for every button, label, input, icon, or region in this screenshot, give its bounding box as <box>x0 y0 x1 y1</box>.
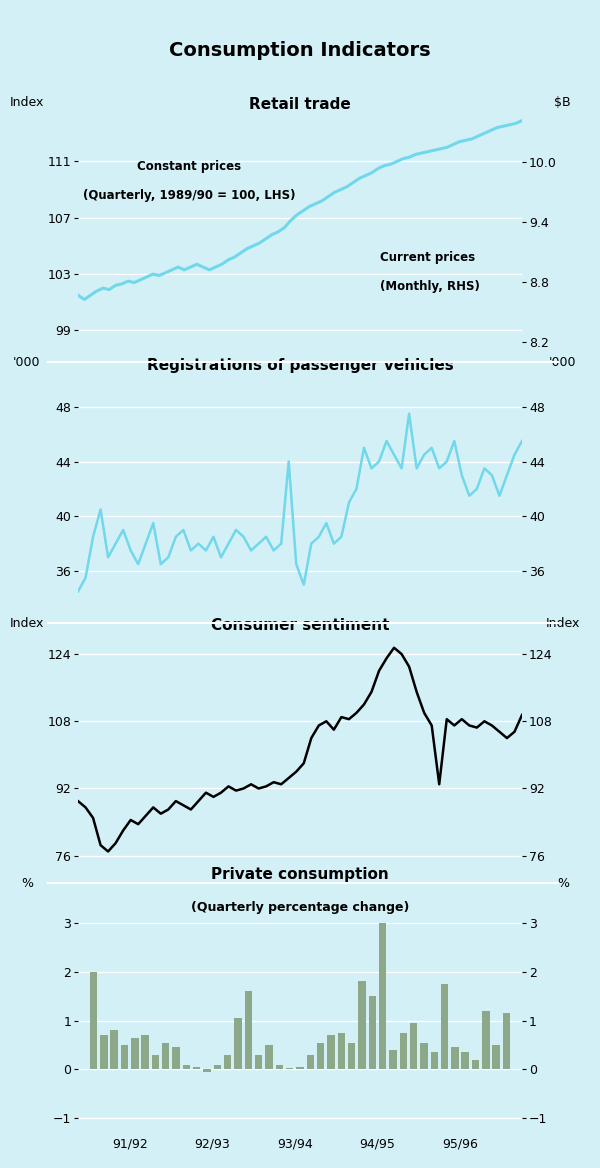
Bar <box>379 923 386 1070</box>
Text: (Quarterly, 1989/90 = 100, LHS): (Quarterly, 1989/90 = 100, LHS) <box>83 189 295 202</box>
Bar <box>493 1045 500 1070</box>
Bar <box>368 996 376 1070</box>
Bar <box>121 1045 128 1070</box>
Bar <box>461 1052 469 1070</box>
Bar <box>110 1030 118 1070</box>
Bar <box>472 1059 479 1070</box>
Bar <box>431 1052 438 1070</box>
Bar <box>100 1035 107 1070</box>
Bar <box>358 981 365 1070</box>
Bar <box>296 1068 304 1070</box>
Bar <box>131 1037 139 1070</box>
Text: $B: $B <box>554 96 571 109</box>
Text: Consumer sentiment: Consumer sentiment <box>211 618 389 633</box>
Bar <box>400 1033 407 1070</box>
Bar <box>162 1043 169 1070</box>
Bar <box>183 1064 190 1070</box>
Text: Index: Index <box>10 617 44 630</box>
Text: Retail trade: Retail trade <box>249 97 351 112</box>
Text: Private consumption: Private consumption <box>211 867 389 882</box>
Bar <box>245 992 252 1070</box>
Bar <box>90 972 97 1070</box>
Bar <box>482 1010 490 1070</box>
Text: Consumption Indicators: Consumption Indicators <box>169 41 431 60</box>
Text: Index: Index <box>10 96 44 109</box>
Bar <box>235 1018 242 1070</box>
Bar <box>317 1043 325 1070</box>
Bar <box>441 983 448 1070</box>
Bar <box>275 1064 283 1070</box>
Bar <box>255 1055 262 1070</box>
Bar <box>348 1043 355 1070</box>
Text: (Quarterly percentage change): (Quarterly percentage change) <box>191 901 409 913</box>
Text: (Monthly, RHS): (Monthly, RHS) <box>380 280 480 293</box>
Bar <box>389 1050 397 1070</box>
Bar <box>203 1070 211 1072</box>
Text: Current prices: Current prices <box>380 251 475 264</box>
Bar <box>152 1055 159 1070</box>
Bar <box>265 1045 273 1070</box>
Bar <box>142 1035 149 1070</box>
Text: %: % <box>557 877 569 890</box>
Text: '000: '000 <box>13 356 41 369</box>
Bar <box>420 1043 428 1070</box>
Bar <box>307 1055 314 1070</box>
Bar <box>327 1035 335 1070</box>
Bar <box>410 1023 417 1070</box>
Bar <box>193 1068 200 1070</box>
Bar <box>451 1048 458 1070</box>
Bar <box>338 1033 345 1070</box>
Bar <box>503 1014 510 1070</box>
Bar <box>224 1055 232 1070</box>
Bar <box>214 1064 221 1070</box>
Text: Index: Index <box>545 617 580 630</box>
Text: '000: '000 <box>549 356 577 369</box>
Text: %: % <box>21 877 33 890</box>
Text: Constant prices: Constant prices <box>137 160 241 173</box>
Bar <box>172 1048 180 1070</box>
Text: Registrations of passenger vehicles: Registrations of passenger vehicles <box>146 357 454 373</box>
